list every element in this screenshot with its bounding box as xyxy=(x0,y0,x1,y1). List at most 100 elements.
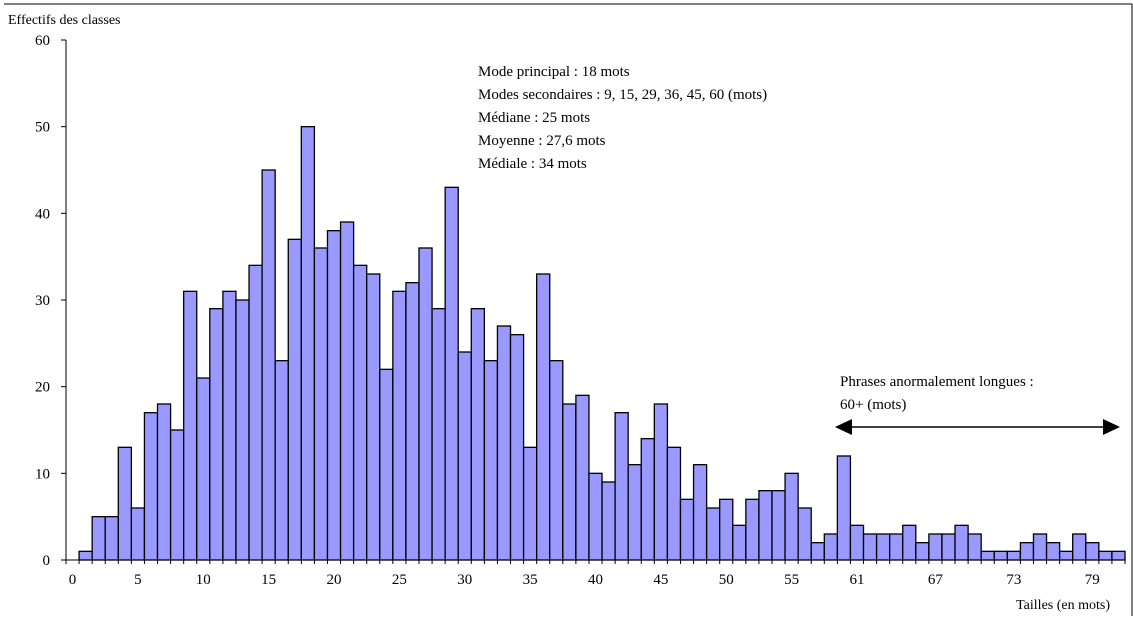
bar xyxy=(1032,533,1048,561)
y-tick-label: 60 xyxy=(35,33,50,49)
x-tick-label: 73 xyxy=(1006,572,1021,588)
y-tick-label: 40 xyxy=(35,206,50,222)
bar xyxy=(405,282,420,561)
bar xyxy=(1111,550,1126,561)
y-ticks-group: 0 10 20 30 40 50 60 xyxy=(35,33,66,569)
bar xyxy=(889,533,904,561)
bar xyxy=(836,455,852,561)
bar xyxy=(588,472,603,561)
stat-modes-secondaires: Modes secondaires : 9, 15, 29, 36, 45, 6… xyxy=(478,87,767,103)
stats-annotation: Mode principal : 18 mots Modes secondair… xyxy=(478,64,767,172)
bar xyxy=(823,533,839,561)
bar xyxy=(509,334,525,561)
bar xyxy=(287,238,302,561)
bar xyxy=(300,126,316,561)
bar xyxy=(352,264,368,561)
bar xyxy=(313,247,329,561)
bar xyxy=(745,498,760,561)
bars-group xyxy=(78,126,1126,561)
bar xyxy=(261,169,276,561)
bar xyxy=(156,403,172,561)
x-tick-label: 20 xyxy=(327,572,342,588)
bar xyxy=(993,550,1008,561)
x-tick-label: 79 xyxy=(1085,572,1100,588)
stat-mediale: Médiale : 34 mots xyxy=(478,156,587,172)
x-tick-label: 35 xyxy=(523,572,538,588)
bar xyxy=(954,524,969,561)
bar xyxy=(196,377,211,561)
bar xyxy=(679,498,695,561)
bar xyxy=(902,524,917,561)
bar xyxy=(143,412,159,561)
x-tick-label: 67 xyxy=(928,572,944,588)
x-tick-label: 0 xyxy=(69,572,77,588)
bar xyxy=(536,273,551,561)
bar xyxy=(274,360,289,561)
bar xyxy=(719,498,734,561)
y-tick-label: 20 xyxy=(35,380,50,396)
bar xyxy=(784,472,799,561)
bar xyxy=(875,533,891,561)
bar xyxy=(483,360,499,561)
bar xyxy=(444,186,459,561)
bar xyxy=(980,550,995,561)
stat-mode-principal: Mode principal : 18 mots xyxy=(478,64,630,80)
stat-moyenne: Moyenne : 27,6 mots xyxy=(478,133,606,149)
bar xyxy=(601,481,616,561)
y-tick-label: 10 xyxy=(35,466,50,482)
x-tick-label: 25 xyxy=(392,572,407,588)
x-tick-label: 61 xyxy=(849,572,864,588)
bar xyxy=(810,542,825,561)
bar xyxy=(692,464,708,561)
x-tick-label: 50 xyxy=(719,572,734,588)
bar xyxy=(862,533,878,561)
y-axis-title: Effectifs des classes xyxy=(8,13,120,28)
bar xyxy=(849,524,865,561)
bar xyxy=(627,464,642,561)
x-tick-label: 55 xyxy=(784,572,799,588)
x-ticks-group: 051015202530354045505561677379104 xyxy=(65,560,1126,588)
bar xyxy=(771,490,786,561)
bar xyxy=(104,516,119,561)
bar xyxy=(549,360,564,561)
bar xyxy=(339,221,355,561)
x-tick-label: 5 xyxy=(134,572,142,588)
bar xyxy=(222,290,237,561)
y-tick-label: 0 xyxy=(43,553,51,569)
bar xyxy=(248,264,263,561)
range-arrow-right-head xyxy=(1103,419,1120,435)
bar xyxy=(392,290,407,561)
bar xyxy=(326,230,342,561)
bar xyxy=(575,394,590,561)
bar xyxy=(91,516,106,561)
bar xyxy=(941,533,956,561)
bar xyxy=(928,533,943,561)
x-axis-title: Tailles (en mots) xyxy=(1016,598,1110,613)
bar xyxy=(235,299,250,561)
bar xyxy=(470,308,486,561)
bar xyxy=(78,550,93,561)
y-tick-label: 50 xyxy=(35,120,50,136)
bar xyxy=(431,308,446,561)
x-tick-label: 15 xyxy=(261,572,276,588)
bar xyxy=(640,438,655,561)
bar xyxy=(967,533,982,561)
x-tick-label: 10 xyxy=(196,572,211,588)
bar xyxy=(117,446,133,561)
bar xyxy=(169,429,185,561)
bar xyxy=(522,446,538,561)
bar xyxy=(1098,550,1113,561)
bar xyxy=(562,403,577,561)
bar xyxy=(183,290,198,561)
bar xyxy=(1072,533,1087,561)
long-sentences-range: 60+ (mots) xyxy=(840,397,906,413)
bar xyxy=(379,368,394,561)
x-tick-label: 30 xyxy=(457,572,472,588)
x-tick-label: 45 xyxy=(653,572,668,588)
bar xyxy=(366,273,381,561)
bar xyxy=(705,507,721,561)
bar xyxy=(130,507,146,561)
bar xyxy=(1019,542,1035,561)
bar xyxy=(1058,550,1074,561)
